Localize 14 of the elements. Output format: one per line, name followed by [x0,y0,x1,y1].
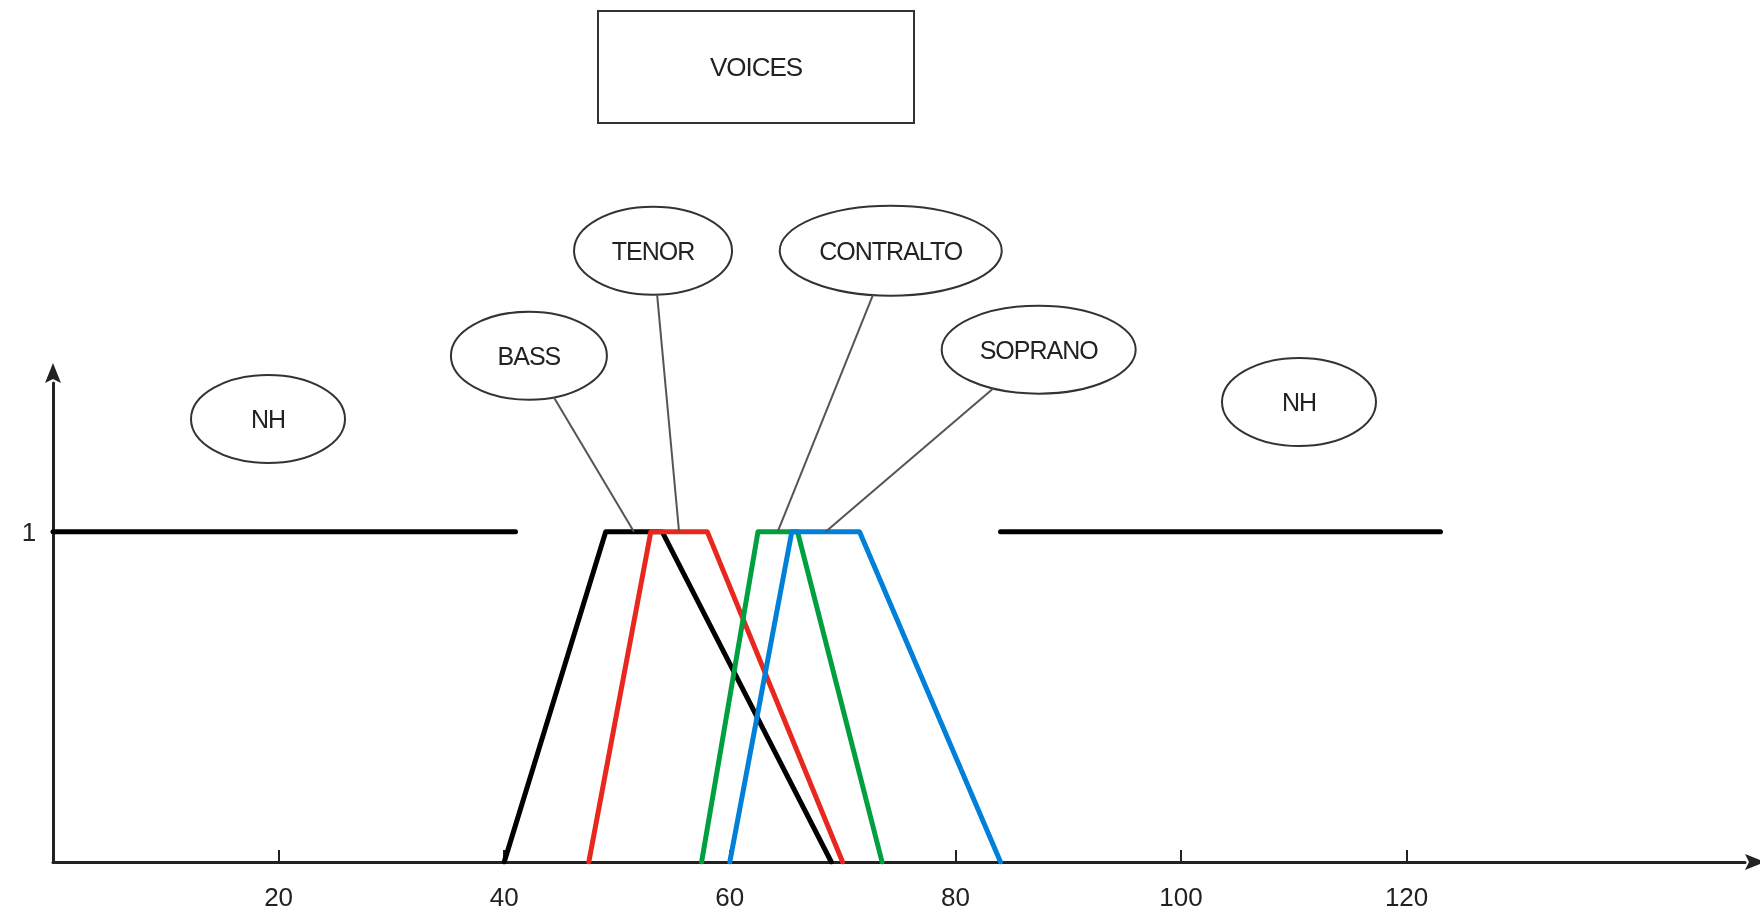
text: NH [250,405,286,433]
text: 1 [21,516,37,547]
x-tick-label: 80 [940,882,970,912]
x-tick-label: 40 [489,882,519,912]
x-tick-label: 20 [264,882,294,912]
chart-title: VOICES [597,10,915,124]
x-tick-label: 60 [715,882,745,912]
text: CONTRALTO [819,236,963,265]
x-tick-label: 100 [1159,882,1203,912]
text: TENOR [611,236,695,265]
x-tick-label: 120 [1384,882,1429,912]
text: BASS [497,341,561,370]
text: NH [1281,388,1317,416]
text: SOPRANO [979,335,1099,364]
